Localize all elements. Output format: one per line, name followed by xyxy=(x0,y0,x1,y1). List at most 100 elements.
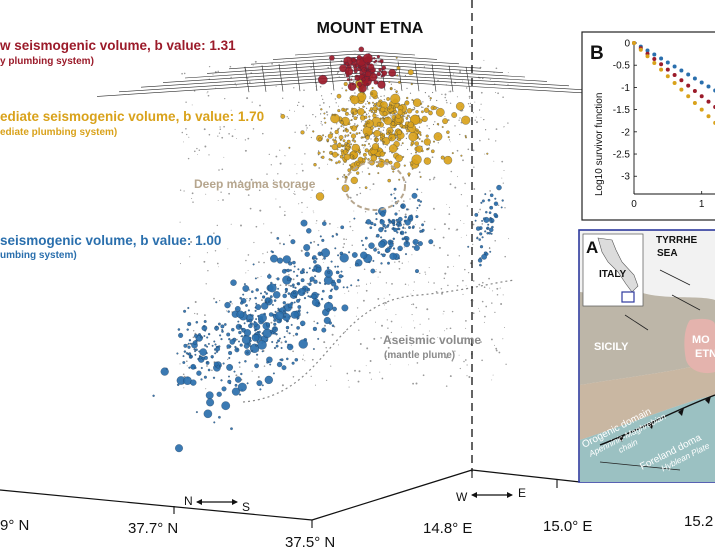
background-event xyxy=(336,72,339,74)
intermediate-event xyxy=(347,134,350,137)
background-event xyxy=(479,109,481,111)
surface-mesh-line xyxy=(278,64,284,92)
deep-event xyxy=(267,274,272,279)
background-event xyxy=(247,137,250,140)
background-event xyxy=(263,223,265,225)
surface-mesh-line xyxy=(312,61,318,91)
shallow-event xyxy=(351,57,357,63)
deep-event xyxy=(365,221,368,224)
deep-event xyxy=(404,231,407,234)
background-event xyxy=(448,76,450,77)
background-event xyxy=(251,370,253,372)
background-event xyxy=(413,289,415,291)
background-event xyxy=(418,239,420,241)
intermediate-event xyxy=(388,107,391,110)
background-event xyxy=(386,319,388,321)
background-event xyxy=(458,354,460,356)
background-event xyxy=(453,265,455,267)
background-event xyxy=(318,167,321,169)
background-event xyxy=(318,230,320,232)
background-event xyxy=(442,313,444,315)
background-event xyxy=(406,133,408,135)
background-event xyxy=(212,74,214,76)
background-event xyxy=(449,102,452,104)
background-event xyxy=(419,272,421,275)
deep-event xyxy=(233,370,236,373)
deep-event xyxy=(330,260,333,263)
background-event xyxy=(423,66,425,68)
deep-event xyxy=(239,343,243,347)
background-event xyxy=(404,283,407,286)
background-event xyxy=(355,315,357,317)
deep-event xyxy=(206,345,209,348)
deep-event xyxy=(276,277,280,281)
background-event xyxy=(251,101,253,103)
background-event xyxy=(185,128,187,130)
background-event xyxy=(447,119,450,122)
background-event xyxy=(478,307,480,309)
background-event xyxy=(494,240,496,242)
deep-event xyxy=(215,325,218,328)
deep-event xyxy=(196,370,202,376)
background-event xyxy=(334,98,336,100)
background-event xyxy=(404,181,407,183)
deep-event xyxy=(262,295,266,299)
background-event xyxy=(413,108,415,111)
background-event xyxy=(433,244,435,247)
tick-lat-2: 37.7° N xyxy=(128,520,178,537)
background-event xyxy=(369,360,372,362)
intermediate-event xyxy=(423,157,432,165)
deep-event xyxy=(207,342,210,345)
background-event xyxy=(346,372,349,375)
background-event xyxy=(338,127,340,129)
intermediate-event xyxy=(365,135,370,140)
background-event xyxy=(416,362,419,364)
deep-event xyxy=(331,324,335,327)
deep-event xyxy=(195,411,198,414)
panel-a-sea-label: TYRRHE xyxy=(656,235,697,246)
panel-b: B Log10 survivor function 0 -0.5 -1 -1.5 -2 -… xyxy=(581,31,715,221)
background-event xyxy=(472,312,475,315)
deep-event xyxy=(249,345,252,348)
background-event xyxy=(183,190,185,192)
background-event xyxy=(239,366,241,368)
intermediate-event xyxy=(379,137,383,141)
deep-event xyxy=(275,341,278,344)
deep-event xyxy=(286,330,289,333)
intermediate-event xyxy=(352,155,355,158)
deep-event xyxy=(300,278,305,283)
background-event xyxy=(230,109,232,111)
panel-a-etna-area xyxy=(684,318,715,374)
background-event xyxy=(445,356,448,359)
background-event xyxy=(260,299,263,302)
deep-event xyxy=(294,295,297,298)
intermediate-event xyxy=(381,139,384,142)
background-event xyxy=(495,347,498,350)
deep-event xyxy=(397,216,403,222)
background-event xyxy=(444,93,447,96)
deep-event xyxy=(231,327,235,332)
background-event xyxy=(216,262,219,265)
background-event xyxy=(377,115,379,117)
background-event xyxy=(279,162,282,165)
shallow-event xyxy=(374,59,378,63)
background-event xyxy=(437,107,439,109)
intermediate-event xyxy=(362,92,365,95)
background-event xyxy=(377,97,379,99)
deep-event xyxy=(185,352,189,355)
background-event xyxy=(337,227,339,229)
background-event xyxy=(434,228,436,231)
deep-event xyxy=(200,367,203,369)
deep-event xyxy=(270,250,273,253)
deep-event xyxy=(261,384,264,387)
background-event xyxy=(180,239,182,241)
background-event xyxy=(365,289,368,292)
background-event xyxy=(504,255,506,258)
background-event xyxy=(208,154,210,156)
aseismic-volume-sublabel: (mantle plume) xyxy=(384,350,455,361)
deep-event xyxy=(319,235,322,238)
background-event xyxy=(358,329,360,331)
background-event xyxy=(345,238,347,241)
deep-event xyxy=(411,192,418,199)
deep-event xyxy=(247,309,250,312)
